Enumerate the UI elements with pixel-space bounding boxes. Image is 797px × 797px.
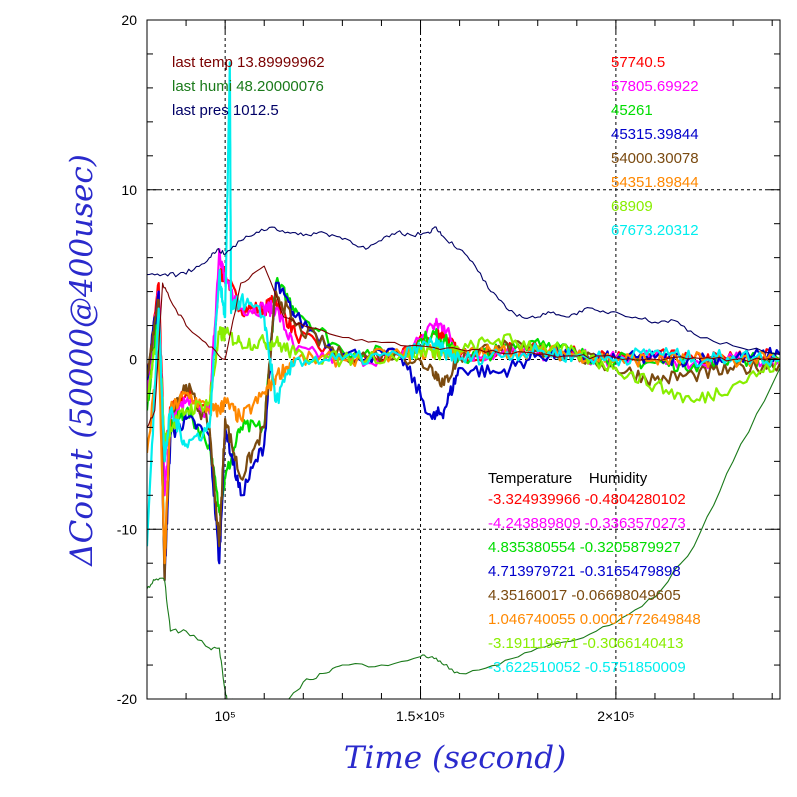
x-tick-label: 2×10⁵ xyxy=(597,708,634,724)
series-line xyxy=(147,61,780,547)
coefficient-label: 4.713979721 -0.3165479898 xyxy=(488,563,681,580)
x-tick-label: 10⁵ xyxy=(214,708,235,724)
series-line xyxy=(147,367,780,699)
y-tick-label: 20 xyxy=(121,12,137,28)
offset-value-label: 45315.39844 xyxy=(611,126,699,143)
coefficient-label: -3.191119671 -0.3066140413 xyxy=(488,635,683,652)
series-line xyxy=(147,226,780,355)
x-axis-title: Time (second) xyxy=(344,740,566,776)
y-tick-label: 10 xyxy=(121,182,137,198)
y-tick-label: 0 xyxy=(129,352,137,368)
grid-layer xyxy=(147,20,780,699)
offset-value-label: 57740.5 xyxy=(611,54,665,71)
offset-value-label: 68909 xyxy=(611,198,653,215)
x-tick-label: 1.5×10⁵ xyxy=(396,708,445,724)
coefficient-label: -4.243889809 -0.3363570273 xyxy=(488,515,686,532)
last-value-label: last humi 48.20000076 xyxy=(172,78,324,95)
series-line xyxy=(147,324,780,451)
series-line xyxy=(147,290,780,582)
series-layer xyxy=(147,61,780,699)
last-value-label: last temp 13.89999962 xyxy=(172,54,325,71)
coefficient-label: -3.324939966 -0.4804280102 xyxy=(488,491,686,508)
y-tick-label: -10 xyxy=(117,521,137,537)
coefficient-label: -3.622510052 -0.5751850009 xyxy=(488,659,686,676)
offset-value-label: 54351.89844 xyxy=(611,174,699,191)
series-line xyxy=(147,265,780,428)
offset-value-label: 67673.20312 xyxy=(611,222,699,239)
coefficient-label: 4.835380554 -0.3205879927 xyxy=(488,539,681,556)
series-line xyxy=(147,248,780,497)
coefficient-label: 4.35160017 -0.06698049605 xyxy=(488,587,681,604)
offset-value-label: 57805.69922 xyxy=(611,78,699,95)
annotation-layer: last temp 13.89999962 last humi 48.200000… xyxy=(172,54,701,676)
y-tick-label: -20 xyxy=(117,691,137,707)
last-value-label: last pres 1012.5 xyxy=(172,102,279,119)
y-axis-title: ΔCount (50000@400usec) xyxy=(64,154,100,567)
coefficient-label: 1.046740055 0.0001772649848 xyxy=(488,611,701,628)
offset-value-label: 45261 xyxy=(611,102,653,119)
offset-value-label: 54000.30078 xyxy=(611,150,699,167)
tick-layer: 10⁵ 1.5×10⁵ 2×10⁵ -20 -10 0 10 20 xyxy=(117,12,780,724)
coefficient-header: Temperature Humidity xyxy=(488,470,648,487)
